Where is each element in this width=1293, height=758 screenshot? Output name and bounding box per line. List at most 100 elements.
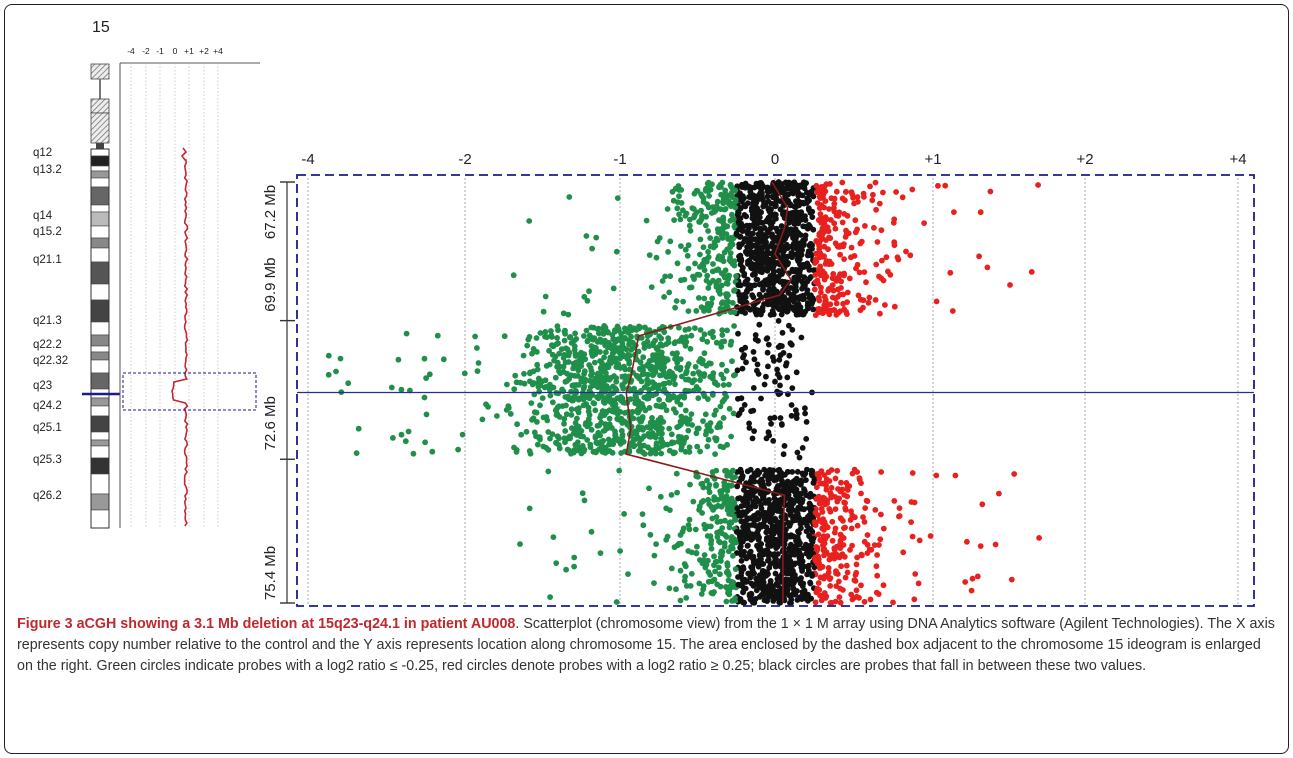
- probe-point: [749, 292, 756, 299]
- probe-point: [812, 509, 819, 516]
- probe-point: [719, 327, 726, 333]
- probe-point: [537, 402, 543, 409]
- probe-point: [806, 512, 813, 518]
- probe-point: [672, 356, 678, 362]
- probe-point: [798, 552, 805, 559]
- probe-point: [526, 505, 533, 512]
- probe-point: [824, 533, 831, 539]
- x-tick-label: +4: [1229, 151, 1246, 168]
- probe-point: [730, 467, 736, 474]
- probe-point: [753, 206, 760, 213]
- probe-point: [792, 551, 799, 557]
- probe-point: [872, 297, 879, 303]
- probe-point: [588, 348, 595, 355]
- probe-point: [789, 326, 796, 333]
- probe-point: [752, 512, 759, 518]
- probe-point: [754, 367, 760, 374]
- probe-point: [751, 498, 758, 505]
- probe-point: [742, 344, 749, 351]
- probe-point: [826, 556, 833, 563]
- probe-point: [783, 304, 790, 310]
- probe-point: [641, 433, 647, 440]
- probe-point: [803, 436, 810, 442]
- probe-point: [835, 310, 842, 316]
- probe-point: [517, 541, 523, 547]
- probe-point: [908, 519, 914, 525]
- probe-point: [571, 383, 577, 389]
- probe-point: [734, 505, 741, 512]
- probe-point: [410, 450, 417, 457]
- probe-point: [796, 296, 802, 302]
- probe-point: [779, 298, 786, 304]
- probe-point: [887, 271, 894, 278]
- probe-point: [693, 430, 700, 437]
- probe-point: [815, 493, 822, 500]
- probe-point: [767, 581, 774, 588]
- probe-point: [687, 227, 694, 234]
- probe-point: [694, 188, 701, 194]
- probe-point: [771, 296, 777, 303]
- probe-point: [858, 582, 864, 589]
- chromosome-band: [90, 334, 110, 347]
- probe-point: [909, 470, 916, 476]
- probe-point: [969, 575, 976, 582]
- probe-point: [712, 380, 718, 387]
- probe-point: [581, 351, 588, 358]
- probe-point: [833, 568, 839, 575]
- probe-point: [737, 543, 744, 550]
- probe-point: [717, 403, 724, 410]
- probe-point: [843, 562, 850, 569]
- probe-point: [588, 528, 595, 535]
- probe-point: [748, 254, 755, 260]
- probe-point: [731, 596, 737, 603]
- probe-point: [838, 552, 845, 559]
- chromosome-band: [90, 372, 110, 390]
- probe-point: [675, 433, 682, 440]
- probe-point: [666, 368, 673, 375]
- probe-point: [610, 285, 617, 292]
- probe-point: [785, 519, 791, 526]
- probe-point: [715, 277, 722, 284]
- probe-point: [903, 248, 909, 255]
- probe-point: [817, 263, 824, 270]
- probe-point: [555, 390, 562, 397]
- probe-point: [760, 244, 767, 251]
- probe-point: [783, 578, 790, 584]
- probe-point: [688, 332, 695, 339]
- probe-point: [388, 384, 395, 391]
- probe-point: [661, 364, 667, 371]
- probe-point: [717, 554, 724, 561]
- probe-point: [773, 498, 780, 504]
- probe-point: [671, 340, 678, 347]
- probe-point: [559, 386, 565, 393]
- probe-point: [820, 191, 827, 198]
- probe-point: [705, 228, 711, 234]
- mini-tick-label: -4: [127, 46, 135, 56]
- probe-point: [829, 294, 836, 301]
- probe-point: [533, 335, 540, 341]
- probe-point: [753, 587, 760, 594]
- probe-point: [759, 304, 766, 311]
- probe-point: [791, 179, 798, 186]
- probe-point: [826, 506, 833, 512]
- probe-point: [576, 444, 582, 451]
- probe-point: [403, 330, 410, 337]
- probe-point: [765, 542, 771, 548]
- probe-point: [645, 362, 652, 368]
- probe-point: [703, 258, 710, 265]
- probe-point: [828, 484, 835, 491]
- probe-point: [624, 421, 631, 428]
- probe-point: [873, 563, 880, 570]
- probe-point: [726, 588, 733, 595]
- probe-point: [651, 552, 658, 559]
- probe-point: [787, 510, 794, 517]
- probe-point: [534, 361, 541, 368]
- probe-point: [686, 526, 693, 533]
- probe-point: [719, 361, 725, 368]
- probe-point: [776, 357, 783, 363]
- probe-point: [796, 454, 803, 461]
- probe-point: [479, 416, 486, 423]
- probe-point: [804, 571, 810, 578]
- probe-point: [751, 478, 758, 485]
- probe-point: [753, 558, 760, 565]
